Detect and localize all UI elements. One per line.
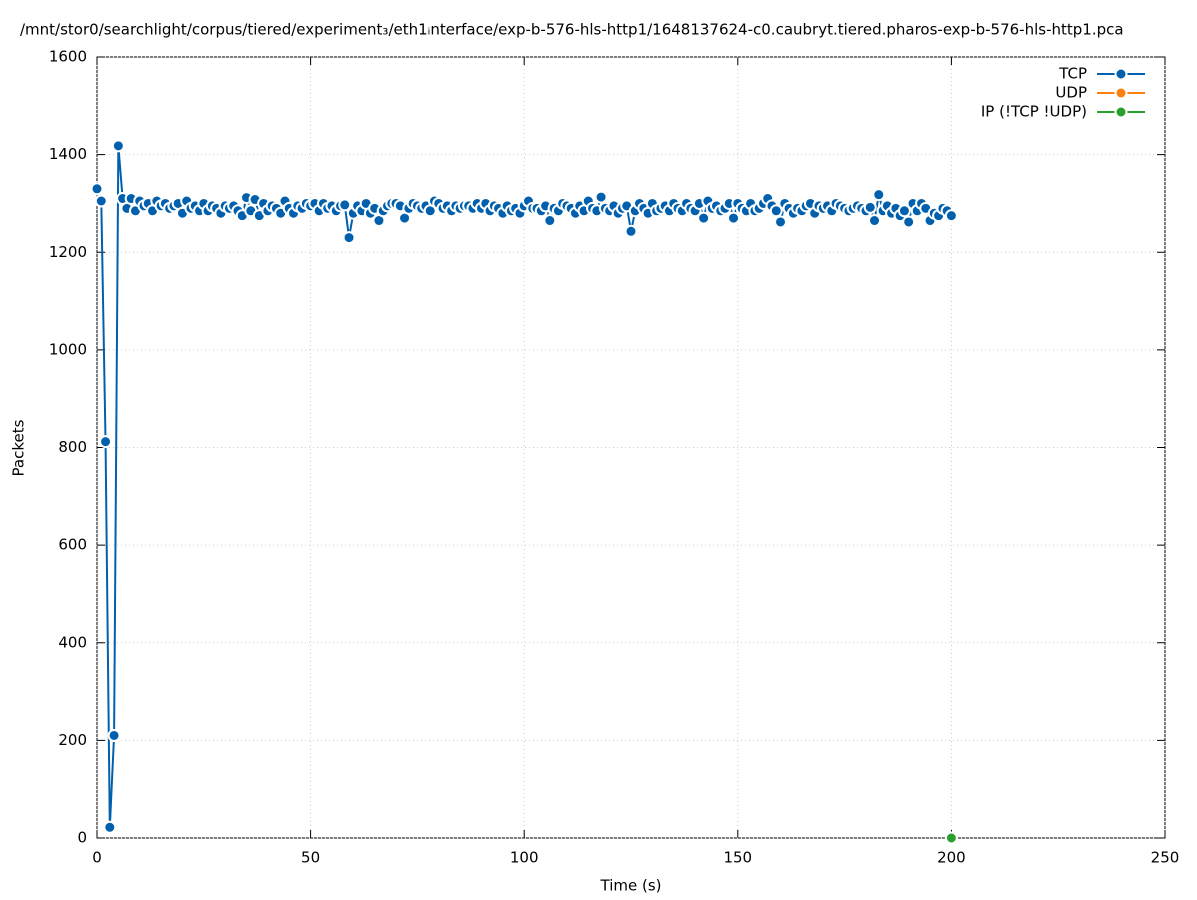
x-tick-label: 0 xyxy=(92,849,102,867)
legend-swatch xyxy=(1114,67,1128,81)
x-axis-label: Time (s) xyxy=(600,877,662,895)
data-point xyxy=(107,728,121,742)
y-tick-label: 800 xyxy=(58,438,87,456)
data-point xyxy=(99,435,113,449)
data-point xyxy=(769,204,783,218)
data-point xyxy=(868,214,882,228)
data-point xyxy=(111,139,125,153)
data-point xyxy=(94,194,108,208)
data-point xyxy=(944,209,958,223)
y-tick-label: 0 xyxy=(77,829,87,847)
data-point xyxy=(697,211,711,225)
data-point xyxy=(774,215,788,229)
y-tick-label: 1600 xyxy=(49,48,87,66)
y-tick-label: 1400 xyxy=(49,145,87,163)
legend-swatch xyxy=(1114,105,1128,119)
data-point xyxy=(624,224,638,238)
y-tick-label: 400 xyxy=(58,633,87,651)
x-tick-label: 50 xyxy=(301,849,320,867)
legend-swatch xyxy=(1114,86,1128,100)
y-axis-label: Packets xyxy=(10,419,28,476)
data-point xyxy=(727,211,741,225)
data-point xyxy=(944,831,958,845)
data-point xyxy=(902,215,916,229)
x-tick-label: 150 xyxy=(723,849,752,867)
legend-label: UDP xyxy=(1055,84,1087,102)
x-tick-label: 200 xyxy=(937,849,966,867)
y-tick-label: 1000 xyxy=(49,340,87,358)
x-tick-label: 250 xyxy=(1151,849,1180,867)
y-tick-label: 600 xyxy=(58,536,87,554)
x-tick-label: 100 xyxy=(510,849,539,867)
chart-title: /mnt/stor0/searchlight/corpus/tiered/exp… xyxy=(20,21,1124,39)
legend-label: TCP xyxy=(1058,65,1087,83)
data-point xyxy=(342,231,356,245)
y-tick-label: 200 xyxy=(58,731,87,749)
data-point xyxy=(872,188,886,202)
data-point xyxy=(594,190,608,204)
data-point xyxy=(103,820,117,834)
data-point xyxy=(543,214,557,228)
y-tick-label: 1200 xyxy=(49,243,87,261)
data-point xyxy=(863,200,877,214)
legend-label: IP (!TCP !UDP) xyxy=(981,103,1087,121)
data-point xyxy=(897,204,911,218)
data-point xyxy=(90,182,104,196)
data-point xyxy=(338,198,352,212)
